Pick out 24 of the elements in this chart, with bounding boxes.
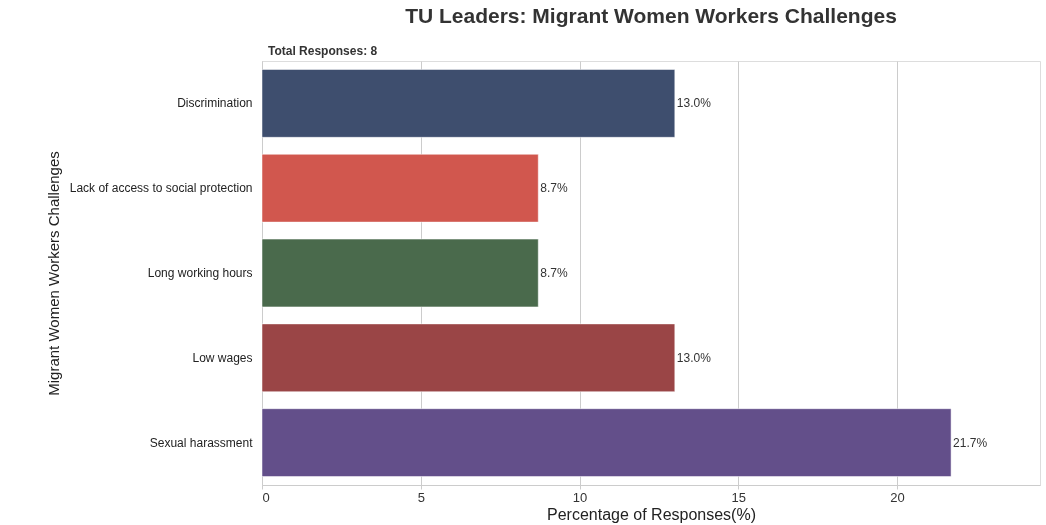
bar: [261, 408, 952, 477]
x-tick-label: 10: [572, 489, 588, 505]
data-label: 13.0%: [676, 96, 712, 111]
y-tick-label: Discrimination: [177, 96, 253, 111]
x-tick-label: 5: [417, 489, 425, 505]
data-label: 13.0%: [676, 350, 712, 365]
data-label: 21.7%: [953, 435, 988, 450]
chart-title: TU Leaders: Migrant Women Workers Challenges: [405, 4, 897, 27]
y-axis-title: Migrant Women Workers Challenges: [44, 151, 62, 396]
y-tick-label: Long working hours: [147, 266, 253, 280]
x-tick-label: 15: [731, 489, 747, 505]
bar: [261, 323, 676, 392]
bar: [261, 238, 539, 308]
data-label: 8.7%: [540, 266, 568, 280]
y-tick-label: Low wages: [192, 350, 253, 365]
y-tick-label: Lack of access to social protection: [69, 181, 253, 196]
y-tick-label: Sexual harassment: [149, 435, 254, 450]
text: Total Responses: 8: [268, 44, 378, 58]
data-label: 8.7%: [540, 181, 568, 196]
x-axis-title: Percentage of Responses(%): [547, 505, 756, 523]
bar: [261, 69, 676, 138]
x-tick-label: 20: [890, 489, 905, 505]
bar: [261, 154, 539, 223]
x-tick-label: 0: [262, 489, 270, 505]
